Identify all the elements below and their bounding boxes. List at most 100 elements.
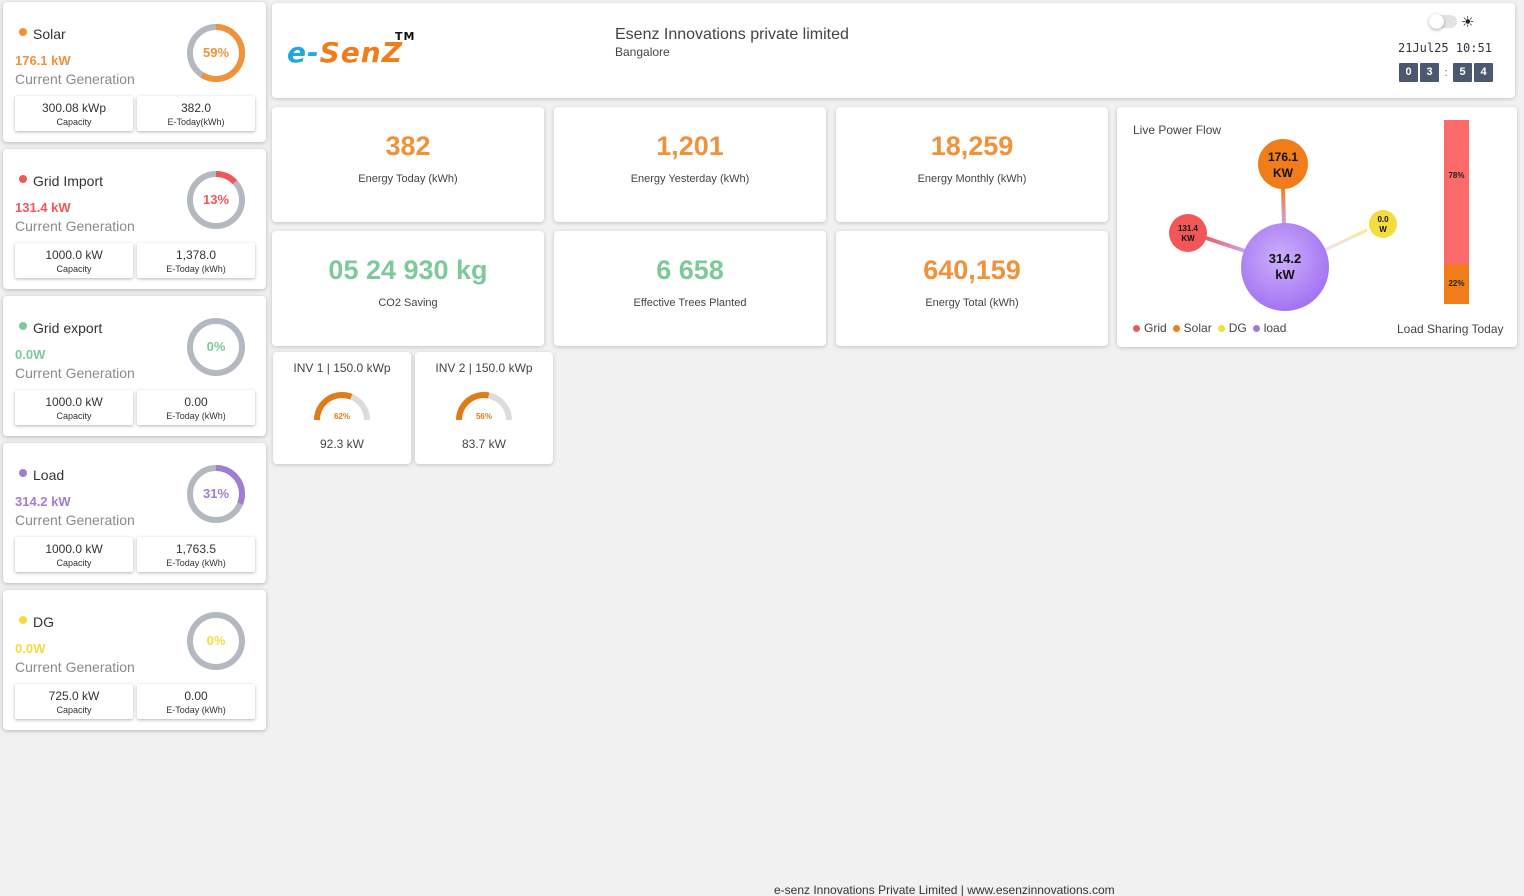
load-share-solar-segment: 22%	[1444, 263, 1469, 304]
solar-dot	[19, 28, 27, 36]
counter-digit: 3	[1420, 63, 1439, 82]
dg-capacity-value: 725.0 kW	[48, 689, 100, 703]
live-power-flow-title: Live Power Flow	[1133, 123, 1222, 137]
grid-import-power: 131.4 kW	[15, 200, 71, 215]
inverter-1-power: 92.3 kW	[319, 437, 364, 451]
company-city: Bangalore	[615, 45, 670, 59]
grid-import-capacity-label: Capacity	[56, 264, 92, 274]
ring-progress	[187, 465, 245, 523]
company-name: Esenz Innovations private limited	[615, 26, 849, 43]
inverter-1-title: INV 1 | 150.0 kWp	[293, 361, 391, 375]
grid-import-sub: Current Generation	[15, 218, 135, 234]
energy-monthly-label: Energy Monthly (kWh)	[917, 173, 1027, 185]
solar-ring	[187, 24, 245, 82]
energy-total-card: 640,159 Energy Total (kWh)	[836, 231, 1108, 346]
load-power: 314.2 kW	[15, 494, 71, 509]
solar-title: Solar	[33, 26, 66, 42]
theme-toggle[interactable]	[1429, 14, 1457, 29]
load-dot	[19, 469, 27, 477]
energy-today-label: Energy Today (kWh)	[358, 173, 458, 185]
logo-e: e-	[287, 36, 320, 69]
energy-today-value: 382	[385, 131, 431, 161]
solar-today-box: 382.0 E-Today(kWh)	[137, 96, 255, 131]
solar-capacity-label: Capacity	[56, 117, 92, 127]
solar-node-value: 176.1	[1268, 150, 1298, 164]
dg-capacity-label: Capacity	[56, 705, 92, 715]
grid-flow-line	[1202, 235, 1246, 253]
legend-item-grid: Grid	[1133, 321, 1167, 335]
grid-import-dot	[19, 175, 27, 183]
solar-node	[1258, 139, 1308, 189]
toggle-knob	[1429, 14, 1444, 29]
grid-node-unit: KW	[1181, 234, 1195, 243]
load-node	[1241, 223, 1329, 311]
load-today-box: 1,763.5 E-Today (kWh)	[137, 537, 255, 572]
counter-digit: 5	[1453, 63, 1472, 82]
grid-import-today-box: 1,378.0 E-Today (kWh)	[137, 243, 255, 278]
grid-export-title: Grid export	[33, 320, 103, 336]
grid-export-capacity-label: Capacity	[56, 411, 92, 421]
dg-node	[1369, 210, 1397, 238]
trees-planted-card: 6 658 Effective Trees Planted	[554, 231, 826, 346]
load-title: Load	[33, 467, 65, 483]
load-share-solar-label: 22%	[1448, 278, 1465, 288]
solar-card: Solar 176.1 kW Current Generation 59% 30…	[3, 2, 266, 142]
legend-item-solar: Solar	[1172, 321, 1212, 335]
grid-node	[1169, 214, 1207, 252]
grid-import-today-value: 1,378.0	[175, 248, 217, 262]
grid-export-ring	[187, 318, 245, 376]
energy-total-value: 640,159	[923, 255, 1021, 285]
dg-card: DG 0.0W Current Generation 0% 725.0 kW Ca…	[3, 590, 266, 730]
dg-title: DG	[33, 614, 54, 630]
footer-text: e-senz Innovations Private Limited | www…	[774, 883, 1115, 896]
dg-sub: Current Generation	[15, 659, 135, 675]
grid-export-sub: Current Generation	[15, 365, 135, 381]
grid-import-title: Grid Import	[33, 173, 104, 189]
gauge-fill	[456, 392, 490, 421]
gauge-percent: 62%	[334, 412, 350, 421]
energy-yesterday-value: 1,201	[656, 131, 724, 161]
grid-import-capacity-box: 1000.0 kW Capacity	[15, 243, 133, 278]
grid-export-capacity-value: 1000.0 kW	[45, 395, 103, 409]
load-share-grid-label: 78%	[1448, 171, 1465, 180]
solar-today-label: E-Today(kWh)	[167, 117, 225, 127]
solar-sub: Current Generation	[15, 71, 135, 87]
grid-export-today-box: 0.00 E-Today (kWh)	[137, 390, 255, 425]
flow-legend: Grid Solar DG load	[1133, 321, 1286, 335]
dg-today-label: E-Today (kWh)	[166, 705, 226, 715]
grid-export-dot	[19, 322, 27, 330]
solar-percent: 59%	[202, 45, 230, 60]
gauge-percent: 56%	[476, 412, 492, 421]
sun-icon[interactable]: ☀	[1461, 14, 1475, 31]
inverter-2-title: INV 2 | 150.0 kWp	[435, 361, 533, 375]
ring-progress	[187, 24, 245, 82]
inverter-1-gauge: 62%	[314, 392, 370, 421]
solar-node-unit: KW	[1273, 166, 1294, 180]
load-capacity-box: 1000.0 kW Capacity	[15, 537, 133, 572]
counter-digit: 0	[1399, 63, 1418, 82]
dg-percent: 0%	[206, 633, 226, 648]
load-node-unit: kW	[1275, 267, 1295, 282]
energy-today-card: 382 Energy Today (kWh)	[272, 107, 544, 222]
legend-label-solar: Solar	[1183, 321, 1212, 335]
legend-dot-dg	[1217, 324, 1225, 332]
legend-label-grid: Grid	[1144, 321, 1167, 335]
power-flow-diagram: 176.1 KW 131.4 KW 0.0 W 314.2 kW	[1169, 139, 1397, 311]
trees-planted-label: Effective Trees Planted	[633, 297, 747, 309]
load-sharing-label: Load Sharing Today	[1397, 322, 1504, 336]
load-percent: 31%	[202, 486, 230, 501]
load-sub: Current Generation	[15, 512, 135, 528]
gauge-fill	[314, 392, 353, 421]
load-today-value: 1,763.5	[175, 542, 217, 556]
inverter-2-card: INV 2 | 150.0 kWp 56% 83.7 kW	[415, 352, 553, 464]
header-bar: e-SenZ TM Esenz Innovations private limi…	[272, 3, 1515, 98]
co2-saving-label: CO2 Saving	[378, 297, 438, 309]
logo-tm: TM	[395, 30, 416, 43]
energy-total-label: Energy Total (kWh)	[925, 297, 1019, 309]
dg-dot	[19, 616, 27, 624]
grid-export-card: Grid export 0.0W Current Generation 0% 1…	[3, 296, 266, 436]
solar-capacity-value: 300.08 kWp	[41, 101, 107, 115]
ring-track	[187, 318, 245, 376]
live-power-flow-panel: Live Power Flow 176.1 KW 131.4 KW 0.0 W	[1117, 107, 1517, 347]
solar-capacity-box: 300.08 kWp Capacity	[15, 96, 133, 131]
